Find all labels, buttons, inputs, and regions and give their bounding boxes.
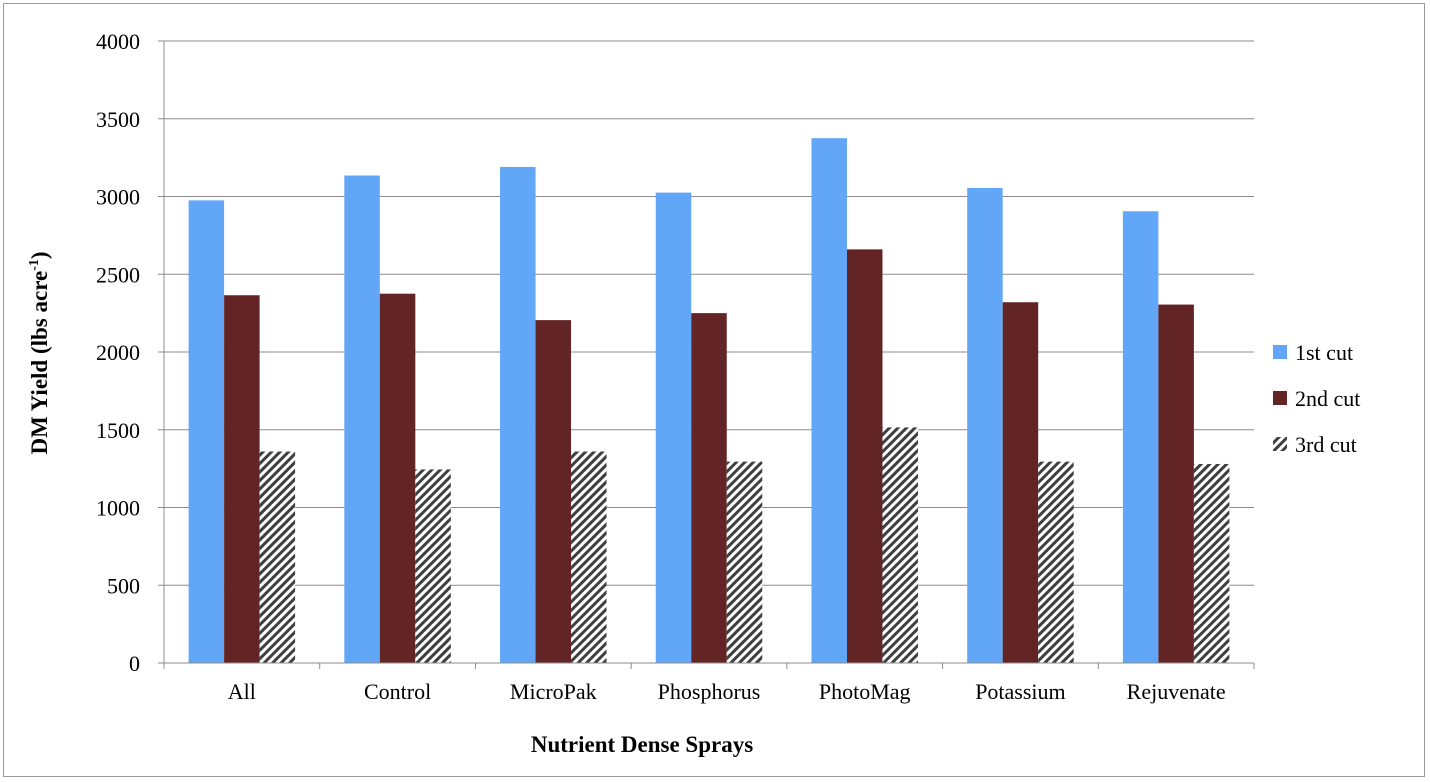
bar-rejuvenate-series-2 [1158,304,1194,663]
bar-potassium-series-1 [967,187,1003,663]
y-tick-label: 4000 [96,29,140,54]
bar-micropak-series-1 [500,166,536,663]
y-axis-title-superscript: -1 [27,259,42,271]
bar-photomag-series-3 [882,427,918,663]
bar-control-series-3 [415,469,451,663]
y-tick-label: 2500 [96,262,140,287]
y-tick-label: 0 [129,651,140,676]
x-axis-title: Nutrient Dense Sprays [531,732,753,757]
y-tick-label: 2000 [96,340,140,365]
y-tick-label: 500 [107,573,140,598]
x-tick-label: PhotoMag [819,679,911,704]
bar-all-series-3 [259,451,296,663]
bars [188,138,1230,664]
bar-phosphorus-series-1 [655,192,692,664]
axes [158,40,1255,669]
y-tick-label: 3000 [96,185,140,210]
bar-all-series-1 [188,200,225,663]
legend-swatch [1273,391,1287,405]
y-tick-label: 1000 [96,496,140,521]
bar-phosphorus-series-3 [726,461,763,663]
x-tick-label: Rejuvenate [1127,679,1226,704]
legend: 1st cut 2nd cut 3rd cut [1273,340,1360,457]
bar-all-series-2 [224,295,260,663]
y-tick-labels: 0 500 1000 1500 2000 2500 3000 3500 4000 [96,29,140,676]
legend-swatch [1273,345,1287,359]
bar-photomag-series-2 [846,249,883,663]
bar-micropak-series-2 [535,320,572,663]
bar-potassium-series-3 [1038,461,1074,663]
y-tick-label: 3500 [96,107,140,132]
bar-rejuvenate-series-3 [1193,463,1230,663]
bar-control-series-2 [379,293,416,663]
y-axis-title: DM Yield (lbs acre-1) [27,251,52,454]
bar-micropak-series-3 [571,451,607,663]
bar-rejuvenate-series-1 [1122,211,1159,663]
x-tick-labels: All Control MicroPak Phosphorus PhotoMag Pota… [228,679,1226,704]
y-axis-title-main: DM Yield (lbs acre [27,271,52,455]
legend-label: 2nd cut [1295,386,1360,411]
x-tick-label: MicroPak [510,679,597,704]
bar-phosphorus-series-2 [691,313,727,663]
x-tick-label: Phosphorus [658,679,761,704]
x-tick-label: All [228,679,256,704]
x-tick-label: Control [364,679,431,704]
y-tick-label: 1500 [96,418,140,443]
bar-potassium-series-2 [1002,302,1039,663]
legend-label: 1st cut [1295,340,1353,365]
bar-control-series-1 [344,175,380,663]
bar-photomag-series-1 [811,138,847,663]
legend-label: 3rd cut [1295,432,1357,457]
x-tick-label: Potassium [975,679,1065,704]
y-axis-title-close: ) [27,251,52,259]
legend-swatch [1273,437,1287,451]
